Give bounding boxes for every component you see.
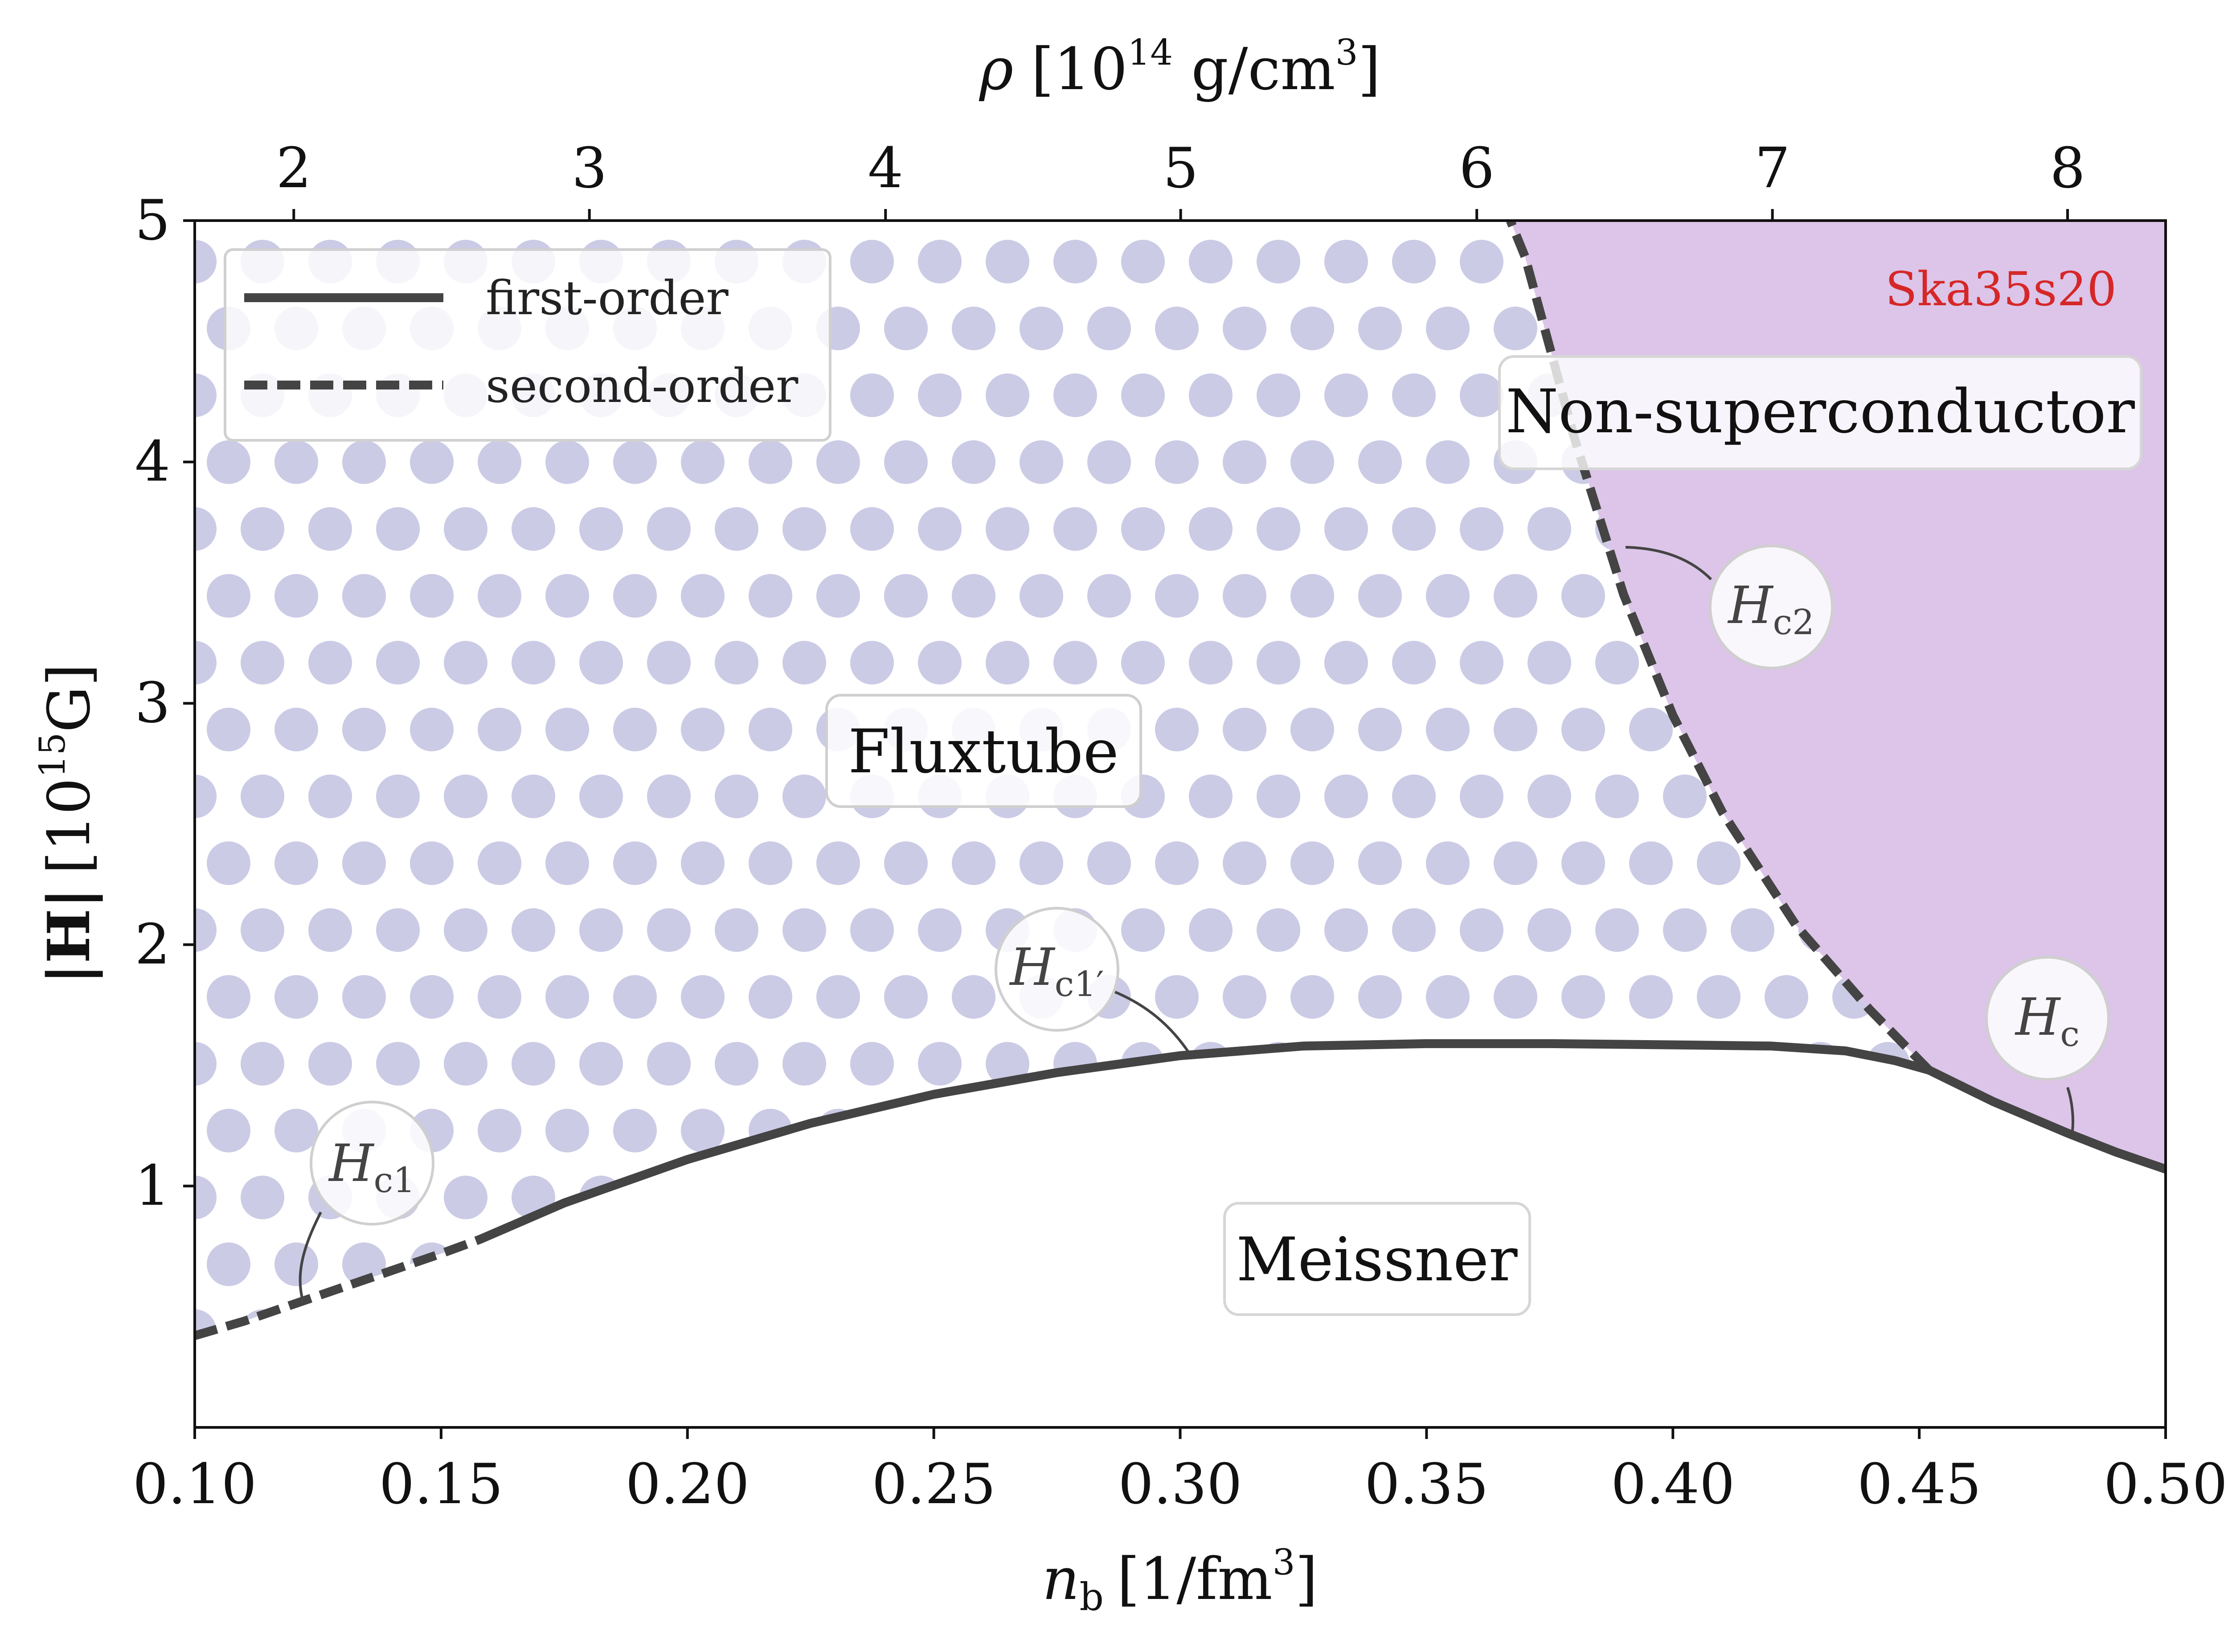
top-axis-ticks: 2 3 4 5 6 7 8 [276,136,2085,221]
svg-text:Meissner: Meissner [1236,1225,1518,1295]
y-axis-label: |H|[1015G] [32,664,103,984]
y-tick-label: 1 [135,1153,170,1218]
region-label-non-superconductor: Non-superconductor [1498,355,2142,470]
svg-text:Hc1′: Hc1′ [1009,938,1104,1004]
top-axis-label: ρ [1014 g/cm3] [979,32,1380,103]
svg-text:Fluxtube: Fluxtube [848,717,1118,787]
legend: first-order second-order [224,248,831,442]
callout-hc: Hc [1985,956,2110,1135]
x-axis-label: nb [1/fm3] [1042,1541,1318,1619]
top-tick-label: 7 [1755,136,1790,201]
svg-text:Hc2: Hc2 [1727,576,1814,643]
model-tag: Ska35s20 [1885,262,2117,316]
top-tick-label: 8 [2050,136,2085,201]
y-tick-label: 2 [135,912,170,977]
y-tick-label: 3 [135,671,170,735]
top-tick-label: 4 [868,136,903,201]
series-line-0 [195,1235,482,1340]
x-tick-label: 0.35 [1364,1452,1488,1517]
series-line-2 [1925,1066,2166,1174]
y-tick-label: 4 [135,430,170,494]
top-tick-label: 2 [276,136,311,201]
top-tick-label: 5 [1163,136,1199,201]
y-tick-label: 5 [135,188,170,253]
y-axis-ticks: 1 2 3 4 5 [135,188,195,1218]
svg-text:Non-superconductor: Non-superconductor [1506,377,2135,447]
top-tick-label: 3 [572,136,607,201]
legend-second-order-label: second-order [486,359,799,413]
x-axis-ticks: 0.10 0.15 0.20 0.25 0.30 0.35 0.40 0.45 0.50 [133,1427,2228,1517]
x-tick-label: 0.50 [2104,1452,2228,1517]
x-tick-label: 0.40 [1611,1452,1735,1517]
x-tick-label: 0.25 [872,1452,995,1517]
top-tick-label: 6 [1459,136,1495,201]
region-label-fluxtube: Fluxtube [825,694,1142,808]
svg-text:Hc1: Hc1 [328,1134,415,1201]
phase-boundaries [195,221,2166,1340]
x-tick-label: 0.10 [133,1452,257,1517]
svg-text:Hc: Hc [2015,988,2080,1054]
x-tick-label: 0.15 [379,1452,503,1517]
callout-hc2: Hc2 [1625,545,1834,669]
series-line-3 [1506,221,1933,1074]
series-line-1 [476,1039,1934,1244]
x-tick-label: 0.20 [626,1452,749,1517]
callout-hc1: Hc1 [299,1101,434,1302]
callout-hc1-prime: Hc1′ [995,907,1191,1055]
x-tick-label: 0.30 [1118,1452,1242,1517]
region-label-meissner: Meissner [1223,1202,1531,1316]
x-tick-label: 0.45 [1857,1452,1981,1517]
legend-first-order-label: first-order [486,271,729,325]
